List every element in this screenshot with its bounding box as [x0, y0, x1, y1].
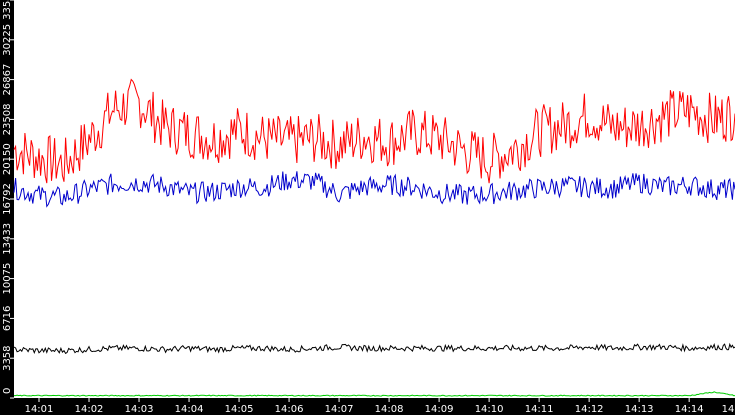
y-tick-label: 3358: [2, 345, 13, 370]
x-tick-label: 14:04: [175, 404, 204, 415]
y-tick-label: 13433: [2, 223, 13, 255]
y-tick-label: 33584: [2, 0, 13, 20]
y-tick-label: 6716: [2, 306, 13, 331]
y-tick-label: 0: [2, 388, 13, 394]
x-tick-label: 14:06: [275, 404, 304, 415]
series-line-3: [14, 391, 735, 397]
x-tick-label: 14:10: [475, 404, 504, 415]
y-tick-label: 10075: [2, 263, 13, 295]
y-tick-label: 20150: [2, 143, 13, 175]
x-tick-label: 14:12: [575, 404, 604, 415]
x-tick-label: 14:08: [375, 404, 404, 415]
y-tick-label: 23508: [2, 104, 13, 136]
x-axis-band: [0, 398, 735, 415]
x-tick-label: 14: [722, 404, 735, 415]
x-tick-label: 14:05: [225, 404, 254, 415]
y-tick-label: 30225: [2, 24, 13, 56]
y-axis-band: [0, 0, 14, 415]
x-tick-label: 14:09: [425, 404, 454, 415]
y-tick-label: 26867: [2, 64, 13, 96]
x-tick-label: 14:13: [625, 404, 654, 415]
series-line-2: [13, 342, 735, 355]
x-tick-label: 14:07: [325, 404, 354, 415]
x-tick-label: 14:11: [525, 404, 554, 415]
x-tick-label: 14:03: [125, 404, 154, 415]
y-tick-label: 16792: [2, 183, 13, 215]
series-line-1: [13, 171, 735, 208]
plot-area: [14, 0, 735, 398]
series-line-0: [13, 78, 735, 184]
x-tick-label: 14:02: [75, 404, 104, 415]
series-layer: [13, 78, 735, 397]
x-tick-label: 14:14: [675, 404, 704, 415]
x-tick-label: 14:01: [25, 404, 54, 415]
